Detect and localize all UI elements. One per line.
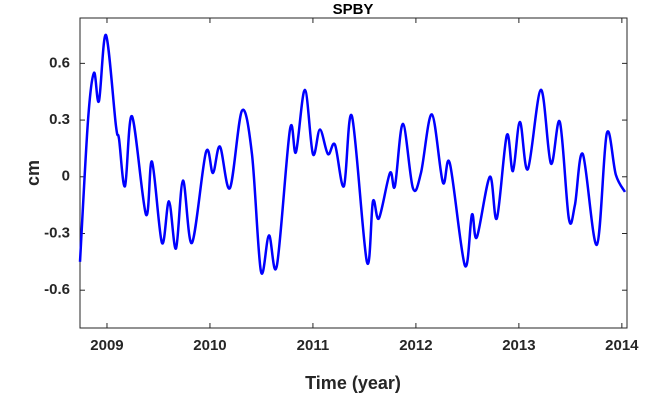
y-tick-label: -0.6 bbox=[44, 281, 70, 298]
y-tick-label: -0.3 bbox=[44, 224, 70, 241]
y-tick-label: 0.6 bbox=[49, 54, 70, 71]
x-axis-label: Time (year) bbox=[305, 373, 401, 393]
x-tick-label: 2013 bbox=[502, 337, 535, 354]
x-tick-label: 2012 bbox=[399, 337, 432, 354]
chart-title: SPBY bbox=[333, 1, 374, 18]
y-tick-label: 0.3 bbox=[49, 111, 70, 128]
plot-area bbox=[79, 17, 628, 329]
y-tick-label: 0 bbox=[62, 168, 70, 185]
y-axis-label: cm bbox=[23, 160, 43, 186]
x-tick-label: 2014 bbox=[605, 337, 639, 354]
x-tick-label: 2010 bbox=[193, 337, 226, 354]
x-tick-label: 2011 bbox=[297, 337, 330, 354]
data-line bbox=[78, 33, 627, 275]
x-tick-label: 2009 bbox=[90, 337, 123, 354]
